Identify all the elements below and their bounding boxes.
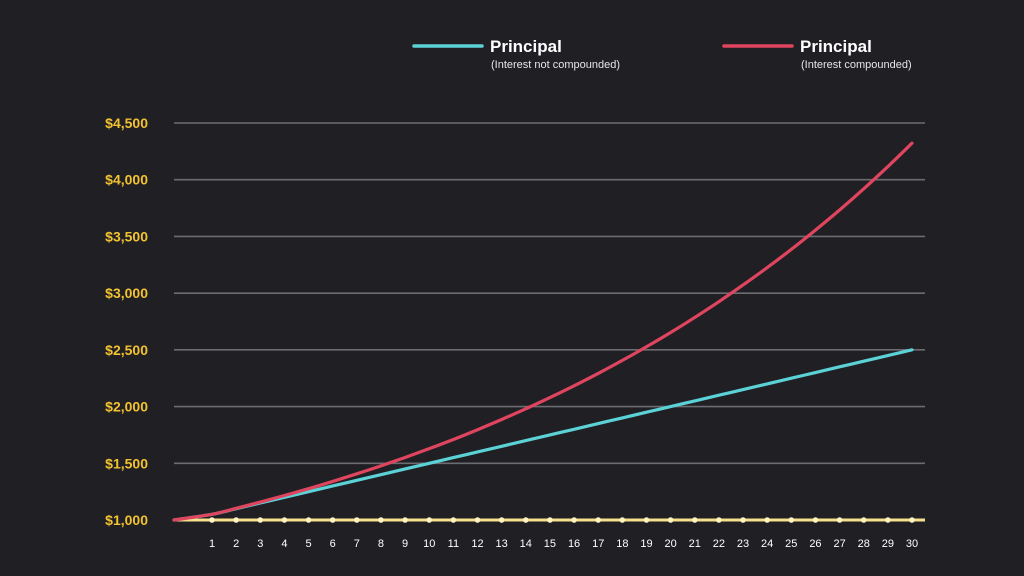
x-tick-label: 30 [906,538,918,550]
x-tick-label: 21 [689,538,701,550]
x-tick-dot [740,517,746,523]
series-line-simple-interest [172,348,914,522]
x-tick-label: 29 [882,538,894,550]
x-tick-label: 5 [305,538,311,550]
x-tick-label: 6 [330,538,336,550]
y-tick-label: $1,500 [105,455,148,471]
legend-item-simple: Principal (Interest not compounded) [412,37,620,71]
x-tick-dot [209,517,215,523]
x-tick-dot [716,517,722,523]
x-tick-dot [691,517,698,523]
x-tick-label: 17 [592,538,604,550]
y-tick-label: $4,000 [105,172,148,188]
x-tick-dot [354,517,360,523]
x-tick-dot [305,517,312,523]
legend-title-compound: Principal [800,37,872,56]
x-tick-label: 18 [616,538,628,550]
x-tick-dot [860,517,867,523]
x-tick-label: 20 [664,538,676,550]
x-tick-label: 24 [761,538,773,550]
y-axis-ticks: $1,000 $1,500 $2,000 $2,500 $3,000 $3,500 $4,0… [105,115,148,528]
legend-subtitle-compound: (Interest compounded) [801,59,912,71]
x-tick-label: 4 [281,538,287,550]
x-tick-label: 13 [496,538,508,550]
x-tick-label: 22 [713,538,725,550]
x-tick-label: 27 [833,538,845,550]
x-tick-dot [667,517,674,523]
x-tick-dot [426,517,433,523]
x-tick-dot [450,517,457,523]
x-tick-dot [281,517,288,523]
legend-subtitle-simple: (Interest not compounded) [491,59,620,71]
x-tick-label: 28 [858,538,870,550]
x-tick-dot [885,517,891,523]
x-tick-dot [378,517,384,523]
x-tick-label: 14 [520,538,532,550]
x-tick-label: 19 [640,538,652,550]
x-tick-dot [233,517,239,523]
x-tick-label: 10 [423,538,435,550]
x-tick-label: 7 [354,538,360,550]
y-tick-label: $1,000 [105,512,148,528]
y-tick-label: $4,500 [105,115,148,131]
x-tick-label: 15 [544,538,556,550]
x-tick-dot [909,517,915,523]
x-tick-dot [257,517,264,523]
x-tick-dot [595,517,602,523]
legend-title-simple: Principal [490,37,562,56]
legend-item-compound: Principal (Interest compounded) [722,37,912,71]
x-tick-label: 16 [568,538,580,550]
x-tick-dot [571,517,577,523]
x-tick-label: 23 [737,538,749,550]
y-tick-label: $2,500 [105,342,148,358]
gridlines [174,122,925,465]
x-tick-dot [619,517,626,523]
y-tick-label: $2,000 [105,399,148,415]
series-line-compound-interest [172,141,914,522]
x-tick-dot [522,517,529,523]
baseline [174,517,925,523]
x-tick-dot [329,517,336,523]
x-tick-label: 9 [402,538,408,550]
x-tick-label: 12 [471,538,483,550]
x-tick-label: 3 [257,538,263,550]
x-tick-dot [788,517,795,523]
x-tick-dot [764,517,770,523]
x-axis-ticks: 1 2 3 4 5 6 7 8 9 10 11 12 13 14 15 16 17 18 19 20 21 22 23 24 2… [209,538,918,550]
x-tick-dot [836,517,843,523]
x-tick-dot [498,517,505,523]
x-tick-label: 26 [809,538,821,550]
x-tick-dot [812,517,819,523]
x-tick-dot [402,517,408,523]
x-tick-label: 25 [785,538,797,550]
x-tick-dot [643,517,650,523]
x-tick-dot [474,517,481,523]
x-tick-label: 11 [448,538,459,550]
x-tick-label: 1 [209,538,215,550]
y-tick-label: $3,000 [105,285,148,301]
x-tick-dot [547,517,553,523]
y-tick-label: $3,500 [105,228,148,244]
x-tick-label: 8 [378,538,384,550]
x-tick-label: 2 [233,538,239,550]
legend: Principal (Interest not compounded) Prin… [412,37,912,71]
series-lines [172,141,914,522]
